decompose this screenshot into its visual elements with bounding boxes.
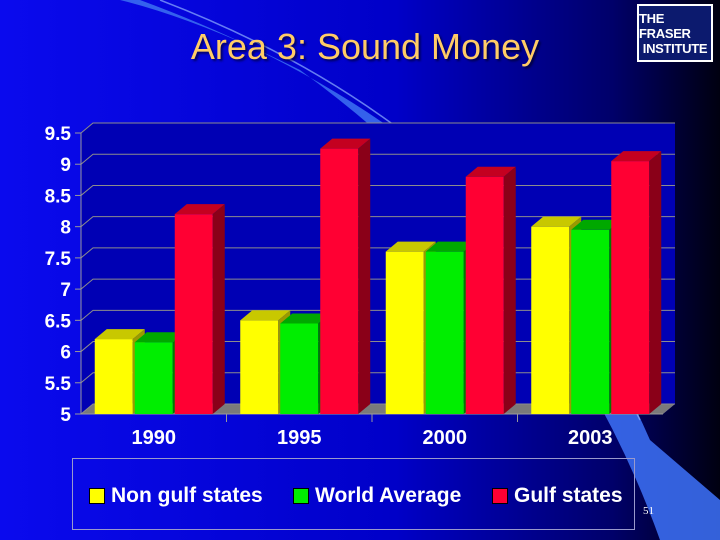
bar-front xyxy=(571,229,610,414)
bar-front xyxy=(280,323,319,414)
bar-top xyxy=(425,241,476,252)
bar xyxy=(611,151,662,414)
legend-item-world-average: World Average xyxy=(293,484,461,508)
bar-front xyxy=(465,176,504,414)
legend-swatch-non-gulf xyxy=(89,488,105,504)
bar-side xyxy=(649,151,662,414)
y-tick-label: 5.5 xyxy=(45,374,72,395)
legend-item-gulf: Gulf states xyxy=(492,484,623,508)
y-tick-label: 8 xyxy=(60,218,71,239)
logo-line-1: THE FRASER xyxy=(639,10,691,41)
bar-side xyxy=(212,204,225,414)
x-tick-label: 1995 xyxy=(277,427,322,449)
y-tick-label: 9.5 xyxy=(45,124,72,145)
slide-title: Area 3: Sound Money xyxy=(190,26,540,67)
bar-front xyxy=(134,342,173,414)
y-tick-label: 7 xyxy=(60,280,71,301)
bar-top xyxy=(174,204,225,215)
y-tick-label: 5 xyxy=(60,405,71,426)
gridline xyxy=(80,153,675,165)
x-tick-label: 2003 xyxy=(568,427,613,449)
x-tick-label: 1990 xyxy=(132,427,177,449)
legend-label-non-gulf: Non gulf states xyxy=(111,484,263,507)
bar-top xyxy=(385,241,436,252)
y-axis-ticks: 5 5.5 6 6.5 7 7.5 8 8.5 9 9.5 xyxy=(45,124,663,426)
bar-front xyxy=(174,214,213,414)
y-tick-label: 9 xyxy=(60,155,71,176)
bar-top xyxy=(531,216,582,227)
logo-line-2: INSTITUTE xyxy=(642,40,708,56)
y-tick-label: 7.5 xyxy=(45,249,72,270)
page-number: 51 xyxy=(643,505,654,517)
bar-top xyxy=(611,151,662,162)
bar-top xyxy=(571,219,622,230)
bar-front xyxy=(320,148,359,414)
legend-swatch-world-average xyxy=(293,488,309,504)
bar-front xyxy=(611,161,650,414)
bar xyxy=(465,166,516,414)
bar-top xyxy=(240,310,291,321)
y-tick-label: 8.5 xyxy=(45,186,72,207)
y-tick-label: 6.5 xyxy=(45,311,72,332)
bar-front xyxy=(94,339,133,414)
legend-label-world-average: World Average xyxy=(315,484,462,507)
gridline xyxy=(80,122,675,134)
bar-side xyxy=(358,138,371,414)
legend-label-gulf: Gulf states xyxy=(514,484,623,507)
bar-top xyxy=(280,313,331,324)
bar-front xyxy=(531,226,570,414)
bar-side xyxy=(503,166,516,414)
plot-floor xyxy=(81,404,675,414)
bar-top xyxy=(320,138,371,149)
bar-front xyxy=(240,320,279,414)
legend-swatch-gulf xyxy=(492,488,508,504)
bar-top xyxy=(465,166,516,177)
x-tick-label: 2000 xyxy=(423,427,468,449)
chart-legend: Non gulf states World Average Gulf state… xyxy=(72,458,635,530)
bar-front xyxy=(425,251,464,414)
fraser-institute-logo: THE FRASER INSTITUTE xyxy=(637,4,713,62)
bar xyxy=(174,204,225,414)
y-tick-label: 6 xyxy=(60,343,71,364)
legend-item-non-gulf: Non gulf states xyxy=(89,484,263,508)
bar-front xyxy=(385,251,424,414)
bar-top xyxy=(94,329,145,340)
bar-top xyxy=(134,332,185,343)
bars xyxy=(94,138,662,414)
x-axis-ticks: 1990 1995 2000 2003 xyxy=(132,414,613,449)
bar xyxy=(320,138,371,414)
